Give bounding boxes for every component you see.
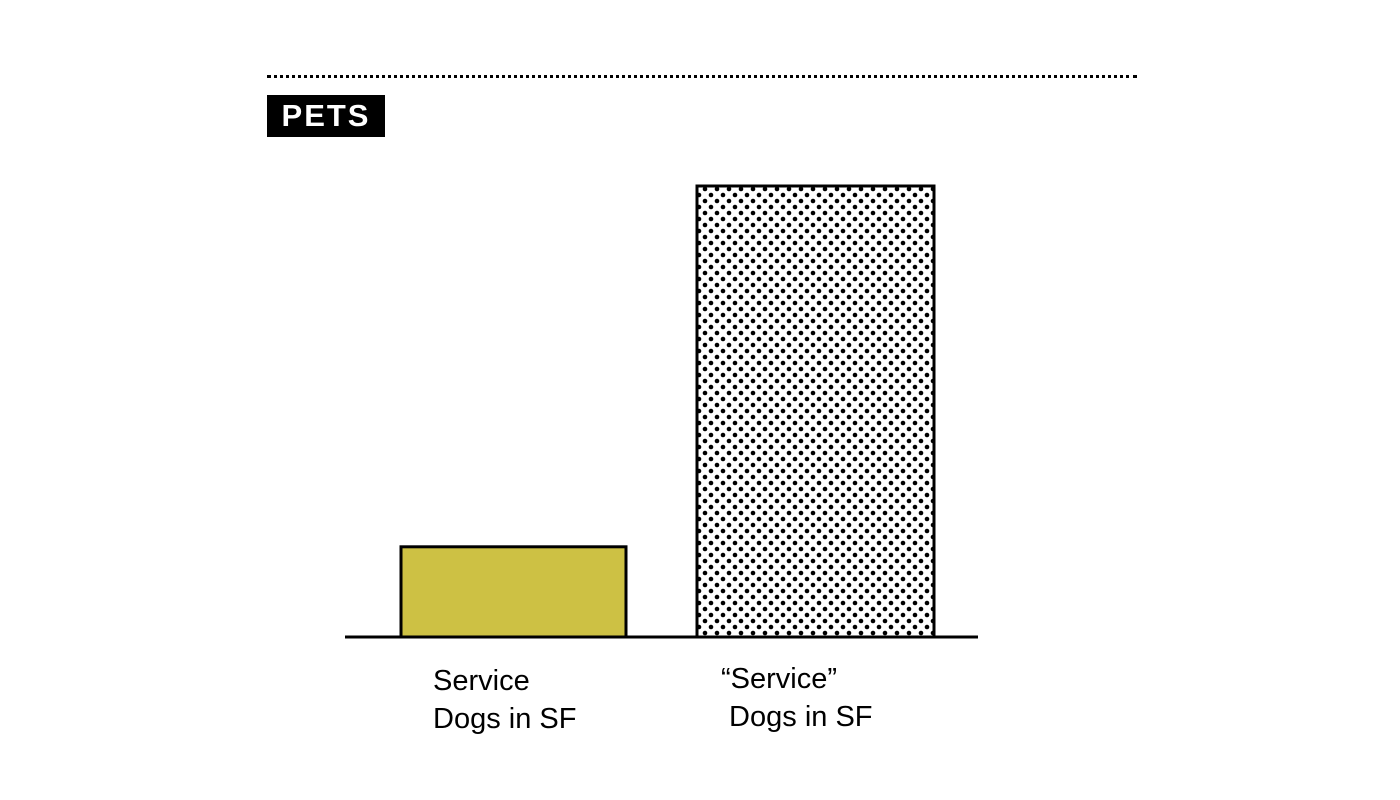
dotted-rule	[267, 75, 1137, 78]
category-label-service-dogs: Service Dogs in SF	[433, 665, 577, 735]
bar-service-dogs	[399, 545, 628, 639]
section-tag: PETS	[267, 95, 385, 137]
bar-quoted-service-dogs	[695, 184, 936, 639]
category-label-quoted-service-dogs: “Service” Dogs in SF	[721, 663, 873, 733]
bars-group	[399, 184, 936, 639]
